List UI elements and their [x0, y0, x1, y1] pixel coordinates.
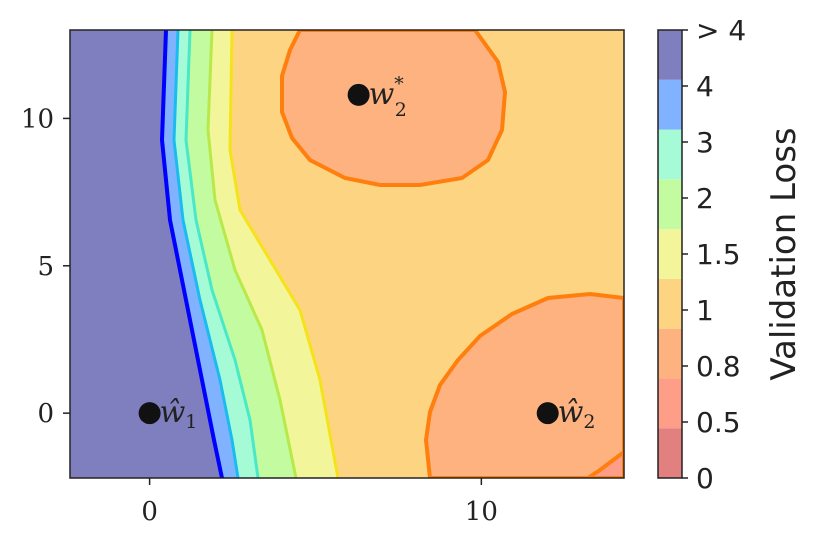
plot-frame — [69, 29, 625, 479]
colorbar-segment — [658, 328, 682, 379]
y-tick-label: 10 — [21, 104, 54, 134]
y-tick-label: 5 — [37, 252, 54, 282]
colorbar-segment — [658, 30, 682, 80]
colorbar-label: 2 — [696, 182, 714, 215]
contour-line-2 — [206, 30, 298, 478]
colorbar-label: 1.5 — [696, 238, 741, 271]
contour-region-gt4 — [70, 30, 222, 478]
colorbar: 0 0.5 0.8 1 1.5 2 3 4 > 4 Validation Loss — [657, 14, 804, 495]
contour-line-3 — [184, 30, 260, 478]
colorbar-segment — [658, 79, 682, 130]
colorbar-segment — [658, 428, 682, 478]
point-marker — [347, 83, 370, 106]
axes: 0 10 0 5 10 — [21, 104, 498, 527]
colorbar-label: 0.8 — [696, 350, 741, 383]
colorbar-label: > 4 — [696, 14, 746, 47]
colorbar-label: 0 — [696, 462, 714, 495]
contour-line-gt4 — [159, 30, 224, 478]
x-tick-label: 0 — [141, 497, 158, 527]
colorbar-label: 1 — [696, 294, 714, 327]
contour-line-4 — [172, 30, 240, 478]
point-marker — [536, 402, 559, 425]
x-tick-label: 10 — [465, 497, 498, 527]
plot-area — [70, 30, 624, 478]
point-label: ŵ2 — [558, 395, 596, 433]
colorbar-segment — [658, 179, 682, 230]
colorbar-label: 0.5 — [696, 406, 741, 439]
colorbar-segment — [658, 229, 682, 279]
colorbar-segment — [658, 278, 682, 329]
point-label: w* 2 — [369, 73, 407, 121]
colorbar-title: Validation Loss — [764, 127, 804, 380]
points: ŵ1 ŵ2 w* 2 — [138, 73, 596, 433]
colorbar-segment — [658, 129, 682, 180]
basin-top — [280, 30, 508, 187]
point-marker — [138, 402, 161, 425]
colorbar-label: 3 — [696, 126, 714, 159]
basin-bottom-inner — [584, 449, 624, 478]
y-tick-label: 0 — [37, 399, 54, 429]
basin-bottom — [423, 291, 624, 478]
colorbar-segment — [658, 378, 682, 429]
point-label: ŵ1 — [160, 395, 198, 433]
contour-line-1.5 — [228, 30, 340, 478]
colorbar-label: 4 — [696, 70, 714, 103]
